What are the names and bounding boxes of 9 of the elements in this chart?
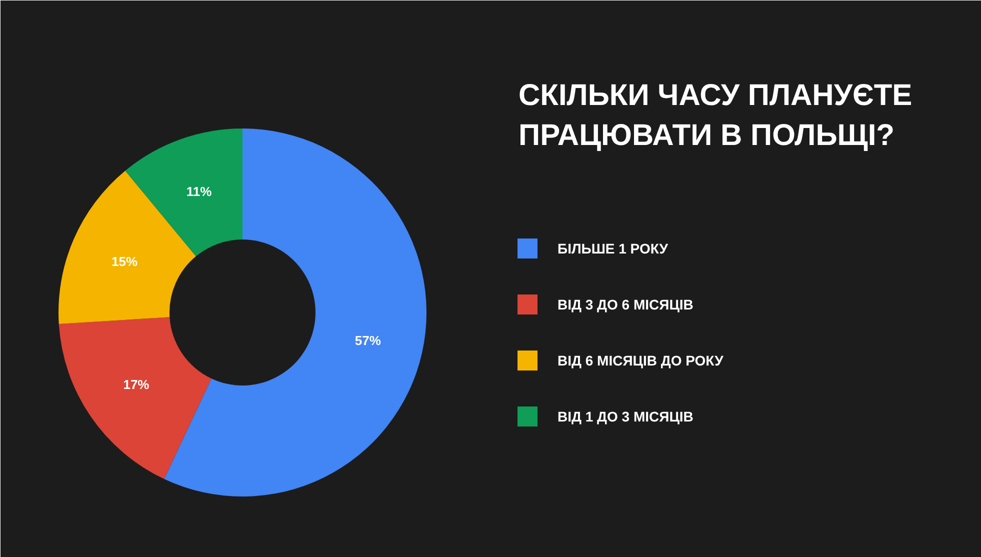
data-label: 15% [112, 254, 138, 269]
legend-label: БІЛЬШЕ 1 РОКУ [558, 240, 668, 256]
legend-label: ВІД 1 ДО 3 МІСЯЦІВ [558, 408, 694, 424]
data-label: 17% [123, 377, 150, 392]
legend-label: ВІД 6 МІСЯЦІВ ДО РОКУ [558, 352, 724, 368]
chart-title: СКІЛЬКИ ЧАСУ ПЛАНУЄТЕ ПРАЦЮВАТИ В ПОЛЬЩІ? [518, 79, 912, 152]
data-label: 57% [354, 333, 382, 348]
legend-label: ВІД 3 ДО 6 МІСЯЦІВ [558, 296, 694, 312]
data-label: 11% [186, 184, 212, 200]
